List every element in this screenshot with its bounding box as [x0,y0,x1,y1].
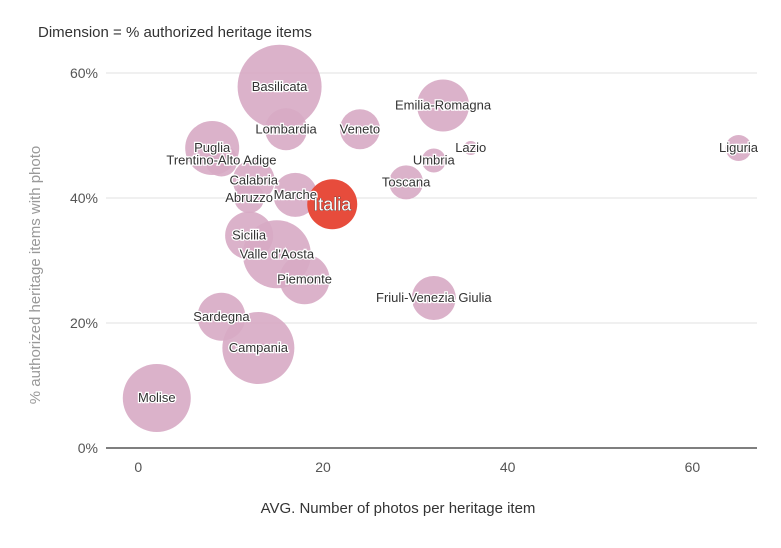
bubble-sicilia[interactable] [225,211,274,260]
bubble-sardegna[interactable] [197,292,246,341]
bubble-lombardia[interactable] [265,108,308,151]
bubble-piemonte[interactable] [279,254,330,305]
bubble-emilia-romagna[interactable] [417,79,470,132]
bubble-label: Basilicata [252,79,308,94]
bubble-label: Emilia-Romagna [395,98,492,113]
bubble-label: Lazio [455,140,486,155]
bubble-label: Sardegna [193,309,250,324]
bubble-label: Friuli-Venezia Giulia [376,290,492,305]
bubble-label: Lombardia [255,121,317,136]
bubble-label: Marche [274,187,317,202]
x-tick-label: 0 [134,459,142,475]
x-axis-label: AVG. Number of photos per heritage item [261,500,536,517]
bubble-label: Piemonte [277,271,332,286]
bubble-label: Italia [313,194,352,214]
bubble-label: Veneto [340,121,381,136]
bubble-label: Molise [138,390,176,405]
axes: 0% 20% 40% 60% 0 20 40 60 [70,65,757,475]
bubble-label: Valle d'Aosta [240,246,315,261]
bubble-italia[interactable] [307,179,358,230]
bubble-umbria[interactable] [421,148,446,173]
bubbles [122,44,752,432]
y-tick-label: 20% [70,315,98,331]
bubble-label: Sicilia [232,228,267,243]
chart-subtitle: Dimension = % authorized heritage items [38,24,312,41]
bubble-basilicata[interactable] [237,44,322,129]
x-tick-label: 40 [500,459,516,475]
y-tick-label: 0% [78,440,98,456]
bubble-molise[interactable] [122,364,191,432]
bubble-label: Toscana [382,174,431,189]
bubble-abruzzo[interactable] [234,183,265,213]
x-tick-label: 20 [315,459,331,475]
bubble-marche[interactable] [273,172,318,217]
bubble-toscana[interactable] [389,165,424,200]
bubble-labels: Basilicata Emilia-Romagna Lombardia Veneto P… [137,78,760,407]
bubble-label: Trentino-Alto Adige [166,153,276,168]
bubble-veneto[interactable] [339,109,380,150]
bubble-liguria[interactable] [725,135,752,161]
bubble-trentino-alto-adige[interactable] [205,144,238,177]
bubble-label: Calabria [230,173,279,188]
bubble-label: Umbria [413,153,456,168]
bubble-label: Abruzzo [225,190,273,205]
y-axis-label: % authorized heritage items with photo [27,146,44,404]
bubble-label: Puglia [194,140,231,155]
bubble-lazio[interactable] [463,141,478,155]
bubble-label: Liguria [719,140,759,155]
y-tick-label: 60% [70,65,98,81]
bubble-friuli-venezia-giulia[interactable] [411,276,456,320]
y-tick-label: 40% [70,190,98,206]
x-tick-label: 60 [685,459,701,475]
bubble-label: Campania [229,340,289,355]
